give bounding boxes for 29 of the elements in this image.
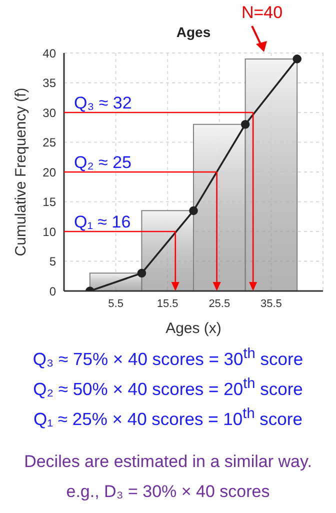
point [240, 120, 250, 129]
text: Q₁ ≈ 25% × 40 scores = 10$^{th}$ score [32, 406, 304, 430]
text: Deciles are estimated in a similar way. [23, 452, 313, 472]
x-tick-label: 5.5 [108, 298, 124, 310]
y-tick-label: 40 [42, 46, 56, 60]
x-tick-label: 15.5 [156, 298, 178, 310]
y-tick-label: 5 [49, 254, 56, 269]
ref-line-label: Q₃ ≈ 32 [74, 94, 132, 112]
ref-line-label: Q₁ ≈ 16 [74, 212, 131, 232]
ref-line-label: Q₂ ≈ 25 [74, 153, 132, 172]
y-tick-label: 15 [42, 195, 56, 210]
text: N=40 [241, 3, 283, 22]
y-tick-label: 10 [42, 224, 56, 239]
y-tick-label: 30 [42, 106, 56, 120]
y-tick-label: 25 [42, 136, 56, 150]
x-axis-title: Ages (x) [166, 320, 222, 337]
point [137, 268, 146, 278]
x-tick-label: 25.5 [208, 298, 230, 310]
chart-title: Ages [175, 24, 212, 40]
text: Q₂ ≈ 50% × 40 scores = 20$^{th}$ score [32, 376, 304, 400]
y-tick-label: 20 [42, 165, 56, 180]
y-tick-label: 35 [42, 76, 56, 90]
y-axis-title: Cumulative Frequency (f) [12, 88, 30, 256]
x-tick-label: 35.5 [260, 298, 282, 310]
text: e.g., D₃ = 30% × 40 scores [65, 482, 271, 502]
point [189, 206, 198, 216]
y-tick-label: 0 [49, 284, 56, 298]
text: Q₃ ≈ 75% × 40 scores = 30$^{th}$ score [32, 346, 304, 370]
point [292, 54, 302, 64]
